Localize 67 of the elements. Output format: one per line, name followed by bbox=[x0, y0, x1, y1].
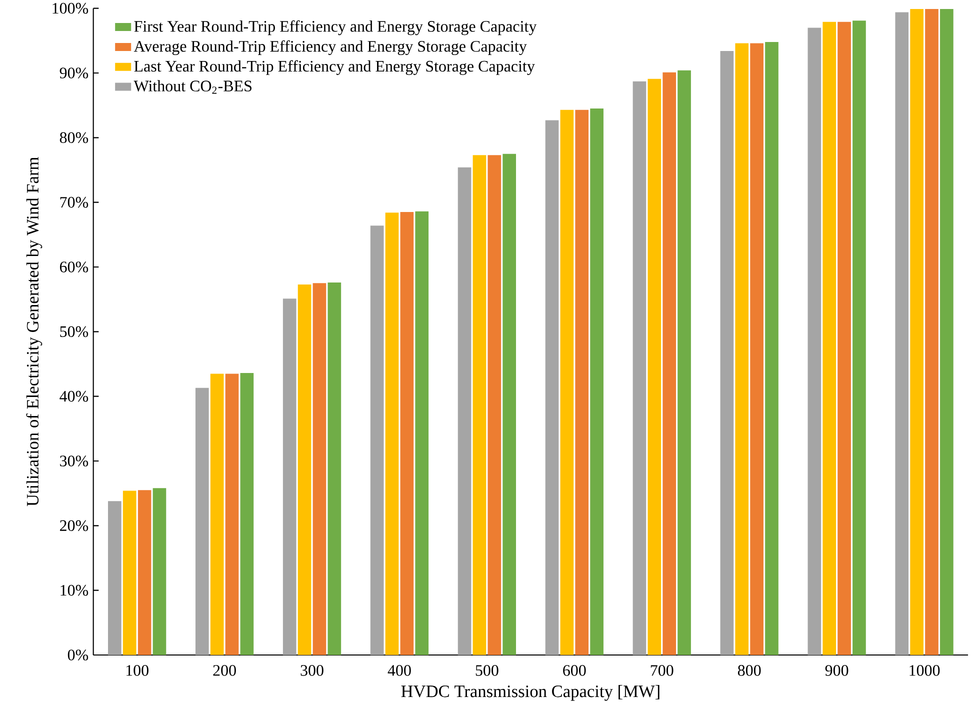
bar bbox=[138, 490, 152, 655]
bar bbox=[312, 283, 326, 655]
x-tick-label: 600 bbox=[563, 665, 586, 676]
bar bbox=[240, 373, 254, 655]
bar bbox=[662, 72, 676, 655]
bar bbox=[632, 81, 646, 655]
bar bbox=[575, 110, 589, 655]
bar bbox=[838, 22, 851, 655]
bar bbox=[925, 8, 938, 655]
x-axis-title: HVDC Transmission Capacity [MW] bbox=[401, 684, 660, 701]
bar bbox=[225, 374, 239, 655]
bar bbox=[108, 501, 122, 655]
bar bbox=[895, 12, 909, 655]
bar bbox=[750, 43, 764, 655]
bar bbox=[852, 20, 866, 655]
bar bbox=[735, 43, 749, 655]
bar bbox=[940, 8, 954, 655]
bar bbox=[282, 298, 296, 655]
bar bbox=[720, 51, 734, 655]
x-tick-label: 900 bbox=[825, 665, 848, 676]
bar bbox=[458, 167, 472, 655]
y-tick-label: 20% bbox=[60, 520, 88, 532]
bar bbox=[298, 284, 312, 655]
bar bbox=[122, 490, 136, 655]
bar bbox=[385, 212, 399, 655]
bar bbox=[195, 388, 209, 655]
bar bbox=[328, 282, 342, 655]
y-tick-label: 0% bbox=[68, 650, 88, 660]
legend-label: Without CO$_{2}$-BES bbox=[134, 80, 252, 94]
bar bbox=[210, 374, 224, 655]
bar bbox=[152, 488, 166, 655]
x-tick-label: 700 bbox=[650, 665, 674, 676]
legend-label: Average Round-Trip Efficiency and Energy Storage Capacity bbox=[134, 40, 527, 56]
bar bbox=[648, 78, 662, 655]
bar bbox=[560, 110, 574, 655]
x-tick-label: 300 bbox=[300, 665, 324, 676]
x-tick-label: 100 bbox=[126, 665, 148, 676]
bar bbox=[502, 154, 516, 655]
y-tick-label: 60% bbox=[60, 262, 88, 272]
y-tick-label: 30% bbox=[60, 456, 88, 466]
legend-label: Last Year Round-Trip Efficiency and Energy Storage Capacity bbox=[134, 60, 535, 75]
legend-label: First Year Round-Trip Efficiency and Energy Storage Capacity bbox=[134, 20, 537, 36]
bar bbox=[545, 120, 559, 655]
y-axis-title: Utilization of Electricity Generated by Wind Farm bbox=[26, 157, 42, 506]
y-tick-label: 70% bbox=[60, 196, 88, 208]
bar bbox=[822, 22, 836, 655]
x-tick-label: 400 bbox=[388, 665, 411, 676]
x-tick-label: 1000 bbox=[910, 665, 940, 676]
bar bbox=[910, 8, 924, 655]
bar bbox=[400, 212, 414, 655]
bar bbox=[472, 155, 486, 655]
y-tick-label: 40% bbox=[60, 390, 88, 402]
bar bbox=[590, 108, 604, 655]
y-tick-label: 50% bbox=[60, 326, 88, 338]
y-tick-label: 90% bbox=[60, 68, 88, 78]
bar bbox=[765, 42, 778, 655]
x-tick-label: 800 bbox=[738, 665, 761, 676]
x-tick-label: 200 bbox=[213, 665, 236, 676]
y-tick-label: 10% bbox=[60, 584, 88, 596]
y-tick-label: 100% bbox=[52, 2, 88, 14]
y-tick-label: 80% bbox=[60, 132, 88, 144]
x-tick-label: 500 bbox=[476, 665, 498, 676]
bar bbox=[370, 226, 384, 655]
bar bbox=[415, 211, 429, 655]
bar bbox=[678, 70, 691, 655]
bar bbox=[808, 28, 822, 655]
bar bbox=[488, 155, 502, 655]
